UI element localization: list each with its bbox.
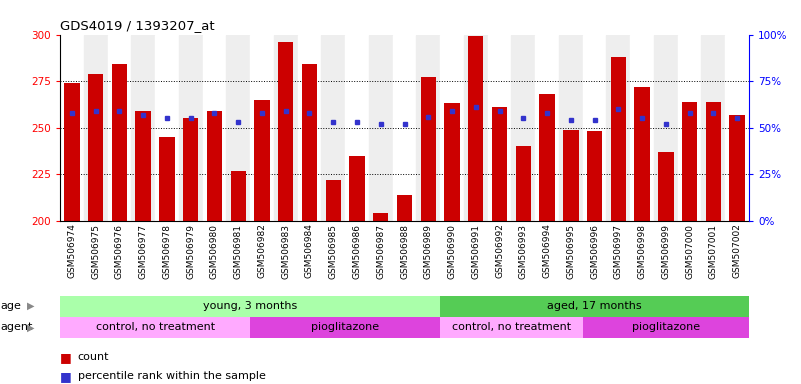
Bar (606, 35, 630, 221)
Bar (539, 94, 555, 221)
Bar (321, 35, 345, 221)
Bar (231, 170, 246, 221)
Bar (302, 65, 317, 221)
Text: percentile rank within the sample: percentile rank within the sample (78, 371, 266, 381)
Bar (582, 35, 606, 221)
Text: young, 3 months: young, 3 months (203, 301, 297, 311)
Text: count: count (78, 352, 109, 362)
Bar (250, 35, 274, 221)
Bar (135, 111, 151, 221)
FancyBboxPatch shape (60, 317, 250, 338)
Bar (511, 35, 535, 221)
Bar (179, 35, 203, 221)
Bar (396, 195, 413, 221)
Bar (373, 214, 388, 221)
Bar (345, 35, 369, 221)
Bar (563, 129, 578, 221)
Text: ▶: ▶ (27, 301, 34, 311)
Bar (417, 35, 440, 221)
Bar (88, 74, 103, 221)
Bar (274, 35, 298, 221)
FancyBboxPatch shape (440, 317, 582, 338)
FancyBboxPatch shape (60, 296, 440, 317)
Bar (325, 180, 341, 221)
Bar (445, 103, 460, 221)
Bar (559, 35, 582, 221)
Text: pioglitazone: pioglitazone (632, 322, 700, 333)
Bar (111, 65, 127, 221)
Bar (131, 35, 155, 221)
Bar (64, 83, 79, 221)
Bar (183, 118, 199, 221)
Text: age: age (1, 301, 22, 311)
Bar (634, 87, 650, 221)
Bar (658, 152, 674, 221)
Bar (706, 102, 721, 221)
Text: GDS4019 / 1393207_at: GDS4019 / 1393207_at (60, 19, 215, 32)
Bar (610, 57, 626, 221)
Text: aged, 17 months: aged, 17 months (547, 301, 642, 311)
FancyBboxPatch shape (582, 317, 749, 338)
Bar (392, 35, 417, 221)
Bar (107, 35, 131, 221)
Bar (678, 35, 702, 221)
Bar (159, 137, 175, 221)
Bar (492, 107, 507, 221)
Text: ■: ■ (60, 351, 72, 364)
Bar (278, 42, 293, 221)
Bar (155, 35, 179, 221)
Bar (516, 146, 531, 221)
Bar (587, 131, 602, 221)
Bar (440, 35, 464, 221)
Text: ▶: ▶ (27, 322, 34, 333)
Bar (60, 35, 84, 221)
Bar (488, 35, 511, 221)
Bar (349, 156, 364, 221)
FancyBboxPatch shape (250, 317, 440, 338)
Bar (702, 35, 725, 221)
Text: control, no treatment: control, no treatment (452, 322, 571, 333)
Bar (84, 35, 107, 221)
Text: ■: ■ (60, 370, 72, 383)
Text: control, no treatment: control, no treatment (95, 322, 215, 333)
Bar (369, 35, 392, 221)
Bar (421, 78, 436, 221)
Bar (630, 35, 654, 221)
Bar (298, 35, 321, 221)
Bar (725, 35, 749, 221)
Bar (682, 102, 697, 221)
Bar (535, 35, 559, 221)
Bar (254, 100, 270, 221)
Bar (730, 115, 745, 221)
Text: pioglitazone: pioglitazone (311, 322, 379, 333)
Bar (207, 111, 222, 221)
Bar (654, 35, 678, 221)
Bar (227, 35, 250, 221)
FancyBboxPatch shape (440, 296, 749, 317)
Bar (203, 35, 227, 221)
Text: agent: agent (1, 322, 33, 333)
Bar (464, 35, 488, 221)
Bar (468, 36, 484, 221)
